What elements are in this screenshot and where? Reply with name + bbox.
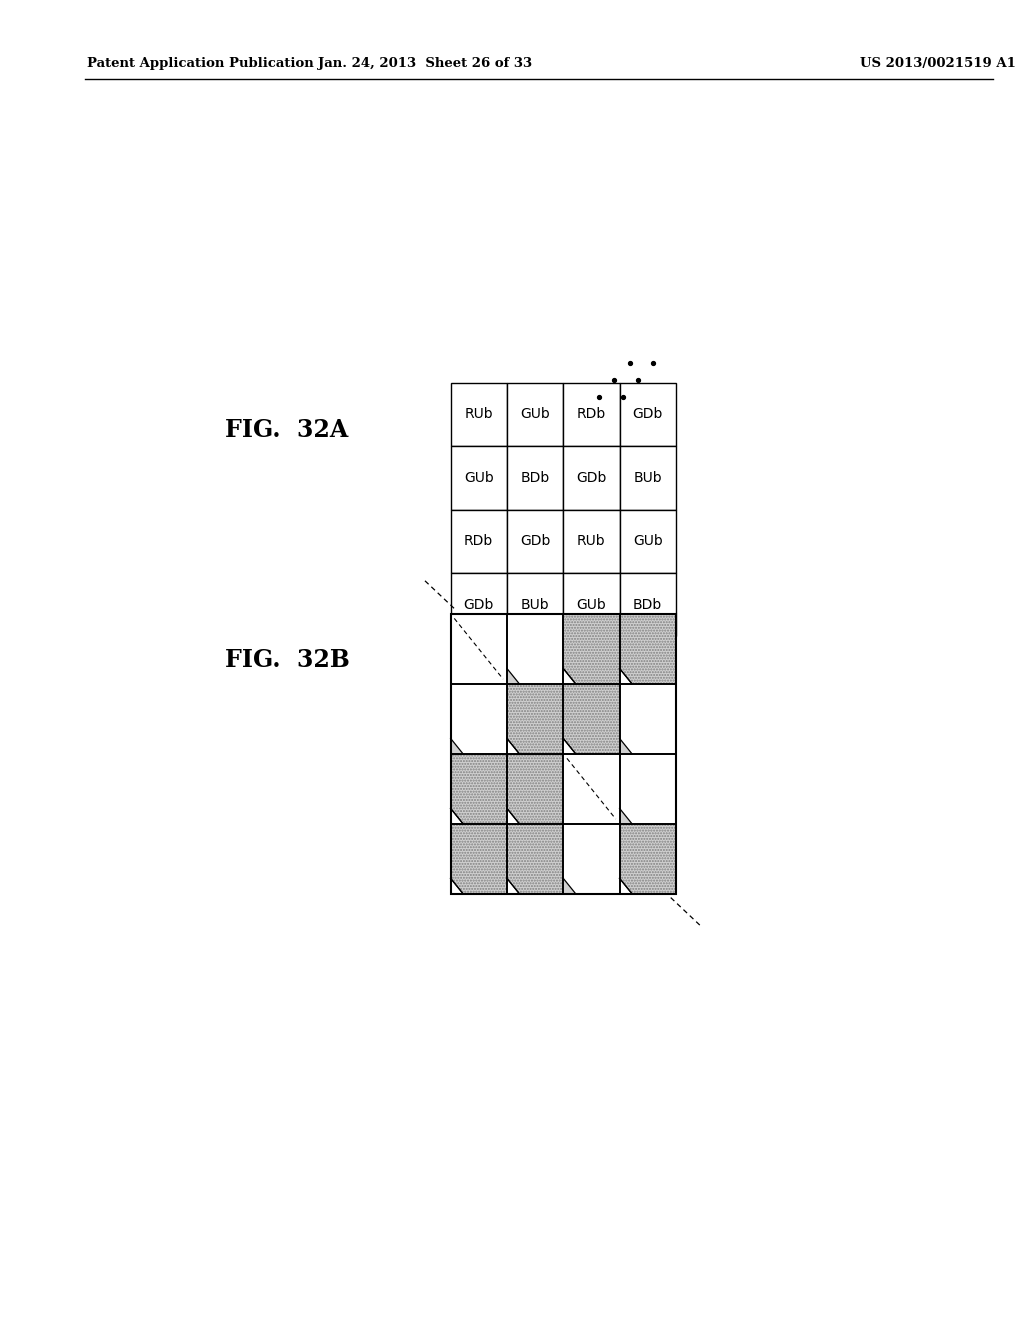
Bar [620, 573, 676, 636]
Bar [563, 510, 620, 573]
Text: GDb: GDb [520, 535, 550, 548]
Bar [620, 684, 676, 754]
Polygon shape [507, 754, 563, 824]
Polygon shape [620, 614, 676, 684]
Bar [451, 614, 507, 684]
Bar [507, 573, 563, 636]
Bar [507, 824, 563, 894]
Text: FIG.  32A: FIG. 32A [225, 418, 348, 442]
Text: GUb: GUb [464, 471, 494, 484]
Bar [563, 614, 620, 684]
Text: GDb: GDb [464, 598, 494, 611]
Polygon shape [620, 808, 632, 824]
Bar [620, 614, 676, 684]
Text: GUb: GUb [633, 535, 663, 548]
Polygon shape [620, 824, 676, 894]
Bar [620, 446, 676, 510]
Bar [451, 684, 507, 754]
Polygon shape [507, 684, 563, 754]
Bar [563, 824, 620, 894]
Bar [451, 510, 507, 573]
Polygon shape [620, 738, 632, 754]
Bar [451, 614, 676, 894]
Bar [507, 684, 563, 754]
Bar [563, 614, 620, 684]
Bar [451, 383, 507, 446]
Bar [451, 754, 507, 824]
Polygon shape [563, 684, 620, 754]
Bar [451, 614, 507, 684]
Bar [563, 684, 620, 754]
Bar [620, 754, 676, 824]
Text: FIG.  32B: FIG. 32B [225, 648, 350, 672]
Bar [451, 446, 507, 510]
Polygon shape [451, 824, 507, 894]
Bar [620, 684, 676, 754]
Bar [620, 614, 676, 684]
Polygon shape [451, 738, 463, 754]
Bar [451, 573, 507, 636]
Bar [507, 614, 563, 684]
Bar [620, 383, 676, 446]
Bar [507, 510, 563, 573]
Text: Patent Application Publication: Patent Application Publication [87, 57, 313, 70]
Bar [620, 824, 676, 894]
Bar [620, 824, 676, 894]
Bar [563, 824, 620, 894]
Bar [620, 510, 676, 573]
Bar [563, 754, 620, 824]
Text: BDb: BDb [520, 471, 550, 484]
Bar [451, 684, 507, 754]
Bar [620, 754, 676, 824]
Bar [507, 446, 563, 510]
Polygon shape [507, 824, 563, 894]
Bar [507, 754, 563, 824]
Bar [563, 446, 620, 510]
Polygon shape [563, 878, 575, 894]
Bar [563, 573, 620, 636]
Bar [563, 754, 620, 824]
Text: RDb: RDb [577, 408, 606, 421]
Bar [563, 684, 620, 754]
Bar [451, 824, 507, 894]
Text: RUb: RUb [578, 535, 605, 548]
Text: GUb: GUb [520, 408, 550, 421]
Bar [507, 383, 563, 446]
Bar [507, 754, 563, 824]
Text: BUb: BUb [521, 598, 549, 611]
Bar [507, 614, 563, 684]
Polygon shape [507, 668, 519, 684]
Bar [451, 824, 507, 894]
Text: GDb: GDb [633, 408, 663, 421]
Text: RDb: RDb [464, 535, 494, 548]
Bar [563, 383, 620, 446]
Bar [507, 824, 563, 894]
Text: Jan. 24, 2013  Sheet 26 of 33: Jan. 24, 2013 Sheet 26 of 33 [317, 57, 532, 70]
Polygon shape [563, 614, 620, 684]
Text: BDb: BDb [633, 598, 663, 611]
Bar [451, 754, 507, 824]
Text: US 2013/0021519 A1: US 2013/0021519 A1 [860, 57, 1016, 70]
Text: BUb: BUb [634, 471, 662, 484]
Bar [507, 684, 563, 754]
Text: GDb: GDb [577, 471, 606, 484]
Polygon shape [451, 754, 507, 824]
Text: RUb: RUb [465, 408, 493, 421]
Text: GUb: GUb [577, 598, 606, 611]
